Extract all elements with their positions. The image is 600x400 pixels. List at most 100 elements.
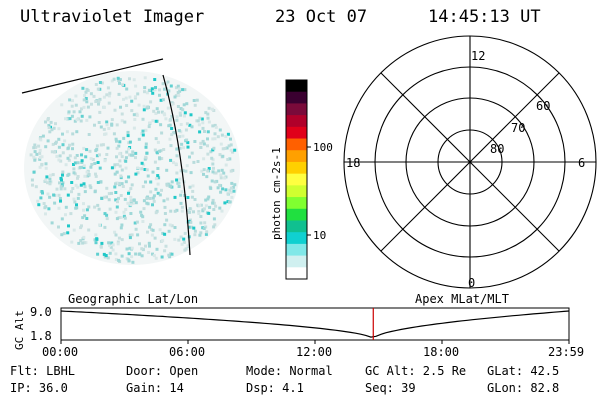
emission-pixel	[229, 186, 233, 190]
emission-pixel	[123, 120, 127, 124]
emission-pixel	[95, 154, 99, 158]
emission-pixel	[135, 220, 139, 224]
emission-pixel	[109, 245, 113, 249]
colorbar-cell	[286, 91, 307, 105]
emission-pixel	[193, 233, 197, 237]
emission-pixel	[55, 187, 59, 191]
emission-pixel	[145, 197, 149, 200]
emission-pixel	[210, 179, 214, 183]
emission-pixel	[36, 199, 40, 203]
emission-pixel	[219, 173, 223, 177]
emission-pixel	[136, 233, 140, 237]
emission-pixel	[66, 117, 70, 121]
emission-pixel	[157, 110, 160, 114]
colorbar-cell	[286, 267, 307, 280]
emission-pixel	[102, 105, 106, 109]
emission-pixel	[151, 170, 155, 174]
emission-pixel	[120, 254, 124, 258]
emission-pixel	[78, 110, 82, 114]
colorbar-cell	[286, 138, 307, 151]
emission-pixel	[94, 149, 98, 153]
emission-pixel	[115, 205, 119, 209]
emission-pixel	[174, 162, 178, 166]
emission-pixel	[76, 196, 80, 200]
emission-pixel	[106, 86, 110, 90]
emission-pixel	[207, 167, 211, 170]
emission-pixel	[178, 146, 182, 150]
emission-pixel	[85, 87, 89, 91]
emission-pixel	[50, 150, 54, 154]
altitude-curve	[60, 310, 570, 338]
emission-pixel	[71, 99, 74, 103]
emission-pixel	[129, 212, 133, 215]
emission-pixel	[82, 182, 86, 186]
emission-pixel	[95, 237, 99, 241]
emission-pixel	[125, 247, 129, 251]
emission-pixel	[54, 141, 57, 145]
emission-pixel	[202, 227, 206, 230]
emission-pixel	[213, 132, 217, 136]
emission-pixel	[165, 218, 169, 222]
emission-pixel	[116, 76, 120, 80]
emission-pixel	[160, 157, 164, 160]
emission-pixel	[211, 170, 215, 174]
emission-pixel	[169, 84, 173, 88]
emission-pixel	[158, 93, 161, 97]
emission-pixel	[104, 254, 108, 257]
emission-pixel	[72, 163, 75, 166]
emission-pixel	[186, 196, 190, 199]
emission-pixel	[89, 92, 93, 96]
emission-pixel	[173, 209, 177, 213]
emission-pixel	[94, 174, 98, 178]
emission-pixel	[64, 117, 67, 121]
emission-pixel	[207, 195, 211, 199]
emission-pixel	[224, 163, 228, 167]
emission-pixel	[68, 98, 72, 102]
emission-pixel	[117, 216, 121, 220]
emission-pixel	[76, 161, 80, 165]
emission-pixel	[146, 105, 150, 109]
emission-pixel	[91, 158, 95, 161]
emission-pixel	[123, 197, 127, 201]
emission-pixel	[183, 88, 187, 92]
emission-pixel	[113, 108, 117, 112]
emission-pixel	[145, 168, 149, 172]
emission-pixel	[193, 198, 197, 201]
emission-pixel	[219, 142, 223, 146]
emission-pixel	[46, 139, 50, 143]
emission-pixel	[61, 173, 64, 177]
emission-pixel	[183, 111, 187, 115]
emission-pixel	[112, 165, 116, 169]
timeline-y-title: GC Alt	[13, 310, 26, 350]
emission-pixel	[164, 244, 168, 248]
emission-pixel	[153, 88, 157, 92]
colorbar-cell	[286, 173, 307, 186]
emission-pixel	[66, 231, 70, 235]
emission-pixel	[202, 172, 205, 176]
emission-pixel	[178, 111, 182, 115]
emission-pixel	[132, 126, 136, 130]
emission-pixel	[29, 153, 33, 157]
emission-pixel	[61, 143, 65, 147]
emission-pixel	[114, 191, 118, 194]
emission-pixel	[155, 107, 159, 111]
emission-pixel	[72, 110, 76, 114]
emission-pixel	[125, 104, 129, 107]
emission-pixel	[153, 160, 157, 164]
emission-pixel	[60, 103, 64, 107]
emission-pixel	[115, 155, 118, 159]
emission-pixel	[127, 147, 130, 151]
emission-pixel	[38, 165, 42, 169]
emission-pixel	[82, 98, 86, 102]
emission-pixel	[165, 182, 169, 186]
emission-pixel	[48, 130, 52, 134]
emission-pixel	[143, 76, 147, 80]
emission-pixel	[145, 91, 149, 95]
imager-disk	[21, 58, 240, 265]
emission-pixel	[38, 151, 42, 155]
emission-pixel	[160, 110, 164, 114]
emission-pixel	[132, 113, 136, 117]
emission-pixel	[154, 86, 157, 89]
emission-pixel	[179, 235, 183, 239]
emission-pixel	[225, 146, 229, 150]
